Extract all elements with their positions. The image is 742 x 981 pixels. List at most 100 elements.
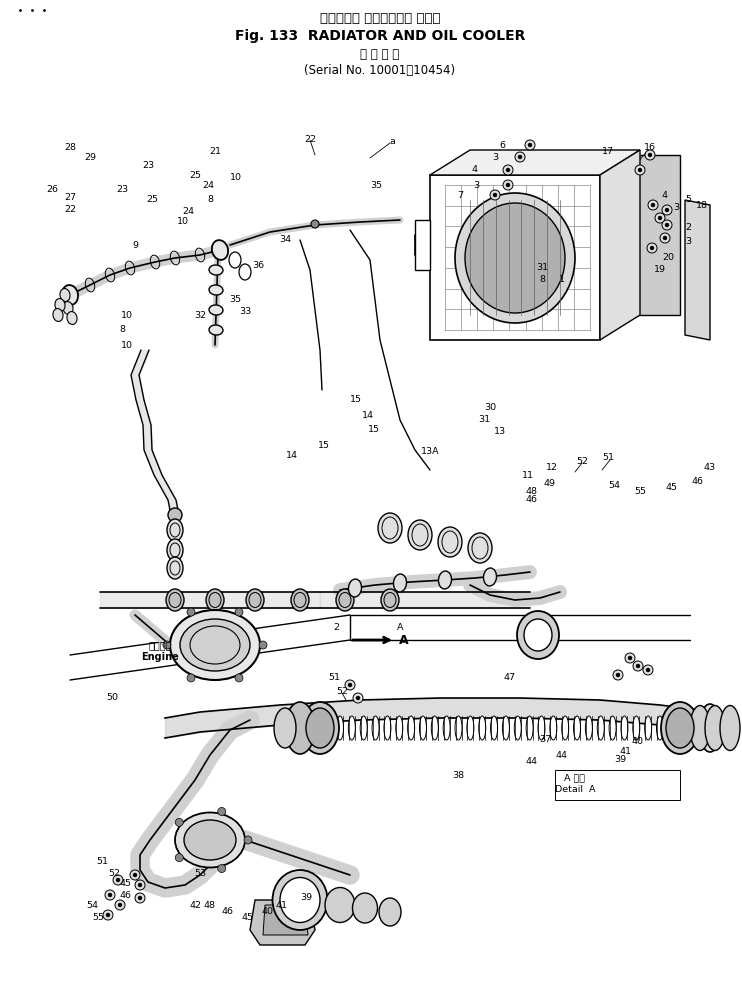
Ellipse shape xyxy=(538,716,545,740)
Circle shape xyxy=(643,665,653,675)
Text: 37: 37 xyxy=(539,736,551,745)
Text: 28: 28 xyxy=(64,143,76,152)
Ellipse shape xyxy=(443,716,450,740)
Text: 35: 35 xyxy=(229,295,241,304)
Ellipse shape xyxy=(438,527,462,557)
Polygon shape xyxy=(415,220,430,270)
Circle shape xyxy=(115,900,125,910)
Ellipse shape xyxy=(280,877,320,922)
Text: 50: 50 xyxy=(106,694,118,702)
Text: 10: 10 xyxy=(121,311,133,320)
Text: 12: 12 xyxy=(546,463,558,473)
Circle shape xyxy=(259,641,267,649)
Text: 27: 27 xyxy=(64,193,76,202)
Circle shape xyxy=(506,183,510,187)
Circle shape xyxy=(628,656,632,660)
Circle shape xyxy=(348,683,352,687)
Text: 17: 17 xyxy=(602,147,614,157)
Polygon shape xyxy=(600,150,640,340)
Text: 24: 24 xyxy=(182,208,194,217)
Text: 2: 2 xyxy=(685,224,691,232)
Text: 22: 22 xyxy=(304,135,316,144)
Text: 4: 4 xyxy=(472,166,478,175)
Circle shape xyxy=(118,903,122,907)
Ellipse shape xyxy=(180,619,250,671)
Ellipse shape xyxy=(62,285,78,305)
Text: 49: 49 xyxy=(544,479,556,488)
Circle shape xyxy=(235,674,243,682)
Text: 41: 41 xyxy=(276,901,288,909)
Circle shape xyxy=(613,670,623,680)
Circle shape xyxy=(353,693,363,703)
Text: 14: 14 xyxy=(362,410,374,420)
Circle shape xyxy=(646,668,650,672)
Ellipse shape xyxy=(705,705,725,750)
Circle shape xyxy=(138,883,142,887)
Text: 13A: 13A xyxy=(421,447,439,456)
Text: 52: 52 xyxy=(576,457,588,467)
Circle shape xyxy=(665,223,669,227)
Text: 19: 19 xyxy=(654,266,666,275)
Ellipse shape xyxy=(285,702,315,754)
Text: 33: 33 xyxy=(239,307,251,317)
Circle shape xyxy=(116,878,120,882)
Text: 47: 47 xyxy=(504,674,516,683)
Ellipse shape xyxy=(621,716,628,740)
Circle shape xyxy=(655,213,665,223)
Circle shape xyxy=(311,220,319,228)
Circle shape xyxy=(658,216,662,220)
Text: 46: 46 xyxy=(526,495,538,504)
Polygon shape xyxy=(430,175,600,340)
Text: 35: 35 xyxy=(370,181,382,189)
Text: 29: 29 xyxy=(84,152,96,162)
Circle shape xyxy=(163,641,171,649)
Text: 20: 20 xyxy=(662,253,674,263)
Polygon shape xyxy=(250,900,315,945)
Circle shape xyxy=(528,143,532,147)
Text: A: A xyxy=(399,634,409,646)
Text: 8: 8 xyxy=(207,195,213,204)
Circle shape xyxy=(645,150,655,160)
Circle shape xyxy=(515,152,525,162)
Circle shape xyxy=(636,664,640,668)
Ellipse shape xyxy=(209,285,223,295)
Circle shape xyxy=(187,608,195,616)
Text: 53: 53 xyxy=(194,869,206,879)
Circle shape xyxy=(635,165,645,175)
Circle shape xyxy=(168,508,182,522)
Text: 18: 18 xyxy=(696,200,708,210)
Circle shape xyxy=(130,870,140,880)
Ellipse shape xyxy=(419,716,427,740)
Ellipse shape xyxy=(407,716,415,740)
Circle shape xyxy=(616,673,620,677)
Ellipse shape xyxy=(384,716,391,740)
Ellipse shape xyxy=(239,264,251,280)
Ellipse shape xyxy=(325,888,355,922)
Ellipse shape xyxy=(574,716,580,740)
Text: 45: 45 xyxy=(242,913,254,922)
Ellipse shape xyxy=(167,519,183,541)
Text: 13: 13 xyxy=(494,428,506,437)
Text: 46: 46 xyxy=(222,907,234,916)
Text: (Serial No. 10001～10454): (Serial No. 10001～10454) xyxy=(304,64,456,77)
Ellipse shape xyxy=(517,611,559,659)
Text: 21: 21 xyxy=(209,147,221,157)
Text: 5: 5 xyxy=(685,195,691,204)
Ellipse shape xyxy=(167,557,183,579)
Circle shape xyxy=(175,818,183,826)
Circle shape xyxy=(503,165,513,175)
Ellipse shape xyxy=(184,820,236,860)
Text: 43: 43 xyxy=(704,463,716,473)
Ellipse shape xyxy=(524,619,552,651)
Text: 3: 3 xyxy=(673,203,679,213)
Ellipse shape xyxy=(229,252,241,268)
Text: Fig. 133  RADIATOR AND OIL COOLER: Fig. 133 RADIATOR AND OIL COOLER xyxy=(234,29,525,43)
Text: 48: 48 xyxy=(204,901,216,909)
Text: 31: 31 xyxy=(536,264,548,273)
Text: 52: 52 xyxy=(336,688,348,697)
Text: 44: 44 xyxy=(556,750,568,759)
Ellipse shape xyxy=(699,704,721,752)
Ellipse shape xyxy=(272,870,327,930)
Circle shape xyxy=(648,153,652,157)
Ellipse shape xyxy=(291,589,309,611)
